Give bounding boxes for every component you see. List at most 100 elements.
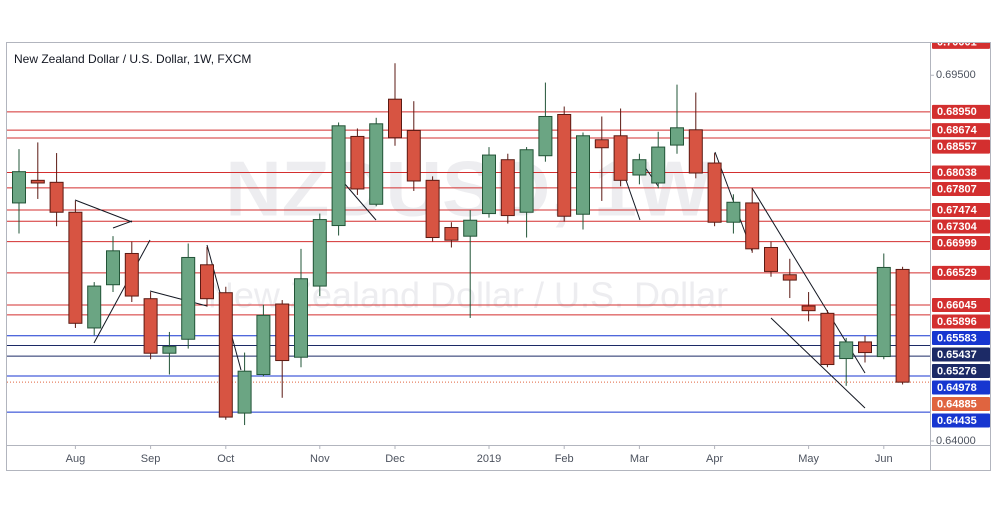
candle-body: [482, 154, 496, 215]
candle-body: [557, 113, 572, 217]
candle-body: [124, 252, 139, 297]
candle-body: [87, 285, 102, 329]
level-label-box: [932, 219, 990, 234]
x-tick-label: Jun: [875, 453, 893, 465]
level-label-box: [932, 181, 990, 196]
candle-body: [500, 159, 515, 217]
candle-body: [237, 370, 252, 414]
candle-body: [538, 115, 553, 157]
candle-body: [49, 181, 64, 213]
level-label: 0.66999: [937, 237, 977, 249]
trend-line: [74, 199, 133, 223]
candle-body: [406, 129, 421, 182]
candle-body: [801, 305, 816, 312]
level-label-box: [932, 123, 990, 138]
candle-body: [613, 135, 628, 181]
level-label: 0.66529: [937, 267, 977, 279]
x-tick-label: Mar: [630, 453, 649, 465]
level-label-box: [932, 380, 990, 395]
level-label-box: [932, 331, 990, 346]
candle-body: [651, 146, 666, 184]
level-label-box: [932, 235, 990, 250]
time-axis: Aug Sep Oct Nov Dec 2019 Feb Mar Apr May Jun: [66, 445, 893, 465]
level-label: 0.68038: [937, 167, 977, 179]
candle-body: [312, 219, 327, 287]
x-tick-label: May: [798, 453, 819, 465]
level-label-box: [932, 413, 990, 428]
candle-body: [162, 346, 177, 354]
candle-body: [858, 341, 872, 354]
candle-body: [745, 202, 760, 250]
candle-body: [256, 314, 271, 376]
level-label: 0.67474: [937, 204, 978, 216]
candle-body: [218, 292, 233, 418]
candle-body: [425, 179, 440, 239]
level-label: 0.68950: [937, 106, 977, 118]
candle-body: [839, 341, 854, 360]
watermark-symbol: NZDUSD, 1W: [225, 145, 711, 233]
x-tick-label: Oct: [217, 453, 234, 465]
level-label-box: [932, 139, 990, 154]
level-label-box: [932, 397, 990, 412]
x-tick-label: Sep: [141, 453, 161, 465]
candle-body: [782, 274, 797, 281]
level-label: 0.65896: [937, 316, 977, 328]
chart-title: New Zealand Dollar / U.S. Dollar, 1W, FX…: [14, 52, 251, 66]
candle-body: [12, 171, 26, 204]
candle-body: [350, 135, 365, 190]
candle-body: [369, 123, 384, 205]
trend-line: [770, 317, 866, 409]
candles: [12, 63, 910, 426]
level-label: 0.64885: [937, 398, 977, 410]
candle-body: [106, 250, 120, 286]
candle-body: [895, 268, 910, 383]
x-tick-label: Nov: [310, 453, 330, 465]
candle-body: [688, 129, 703, 174]
candle-body: [388, 98, 402, 139]
level-label: 0.65583: [937, 332, 977, 344]
candle-body: [576, 135, 590, 215]
candle-body: [670, 127, 684, 146]
candle-body: [275, 303, 290, 362]
candle-body: [820, 312, 835, 366]
level-label-box: [932, 165, 990, 180]
level-label: 0.67807: [937, 183, 977, 195]
level-label-box: [932, 202, 990, 217]
level-label-box: [932, 265, 990, 280]
x-tick-label: 2019: [477, 453, 501, 465]
level-lines: [7, 111, 930, 413]
level-label: 0.65437: [937, 349, 977, 361]
level-label-box: [932, 298, 990, 313]
level-label: 0.68557: [937, 141, 977, 153]
candle-body: [519, 149, 534, 213]
level-label: 0.68674: [937, 125, 978, 137]
candle-body: [726, 201, 741, 223]
x-tick-label: Apr: [706, 453, 723, 465]
candle-body: [30, 179, 45, 184]
level-label-box: [932, 364, 990, 379]
candle-body: [632, 159, 647, 176]
x-tick-label: Aug: [66, 453, 86, 465]
price-axis: 0.69500 0.64000 0.70001 0.68950 0.68674 0.685…: [930, 36, 990, 447]
candle-body: [594, 139, 609, 149]
candle-body: [444, 227, 459, 241]
level-label: 0.67304: [937, 221, 978, 233]
level-label-box: [932, 314, 990, 329]
y-tick-label: 0.69500: [936, 69, 976, 81]
trend-line: [112, 220, 133, 229]
level-label-box: [932, 104, 990, 119]
candle-body: [143, 298, 158, 354]
level-label: 0.64978: [937, 382, 977, 394]
y-tick-label: 0.64000: [936, 435, 976, 447]
candle-body: [294, 278, 308, 358]
trend-line: [93, 239, 151, 344]
candle-body: [463, 219, 478, 237]
candle-body: [876, 266, 891, 358]
level-label: 0.70001: [937, 36, 977, 48]
level-label-box: [932, 347, 990, 362]
x-tick-label: Dec: [385, 453, 405, 465]
candle-body: [181, 256, 196, 340]
candle-body: [331, 125, 346, 227]
